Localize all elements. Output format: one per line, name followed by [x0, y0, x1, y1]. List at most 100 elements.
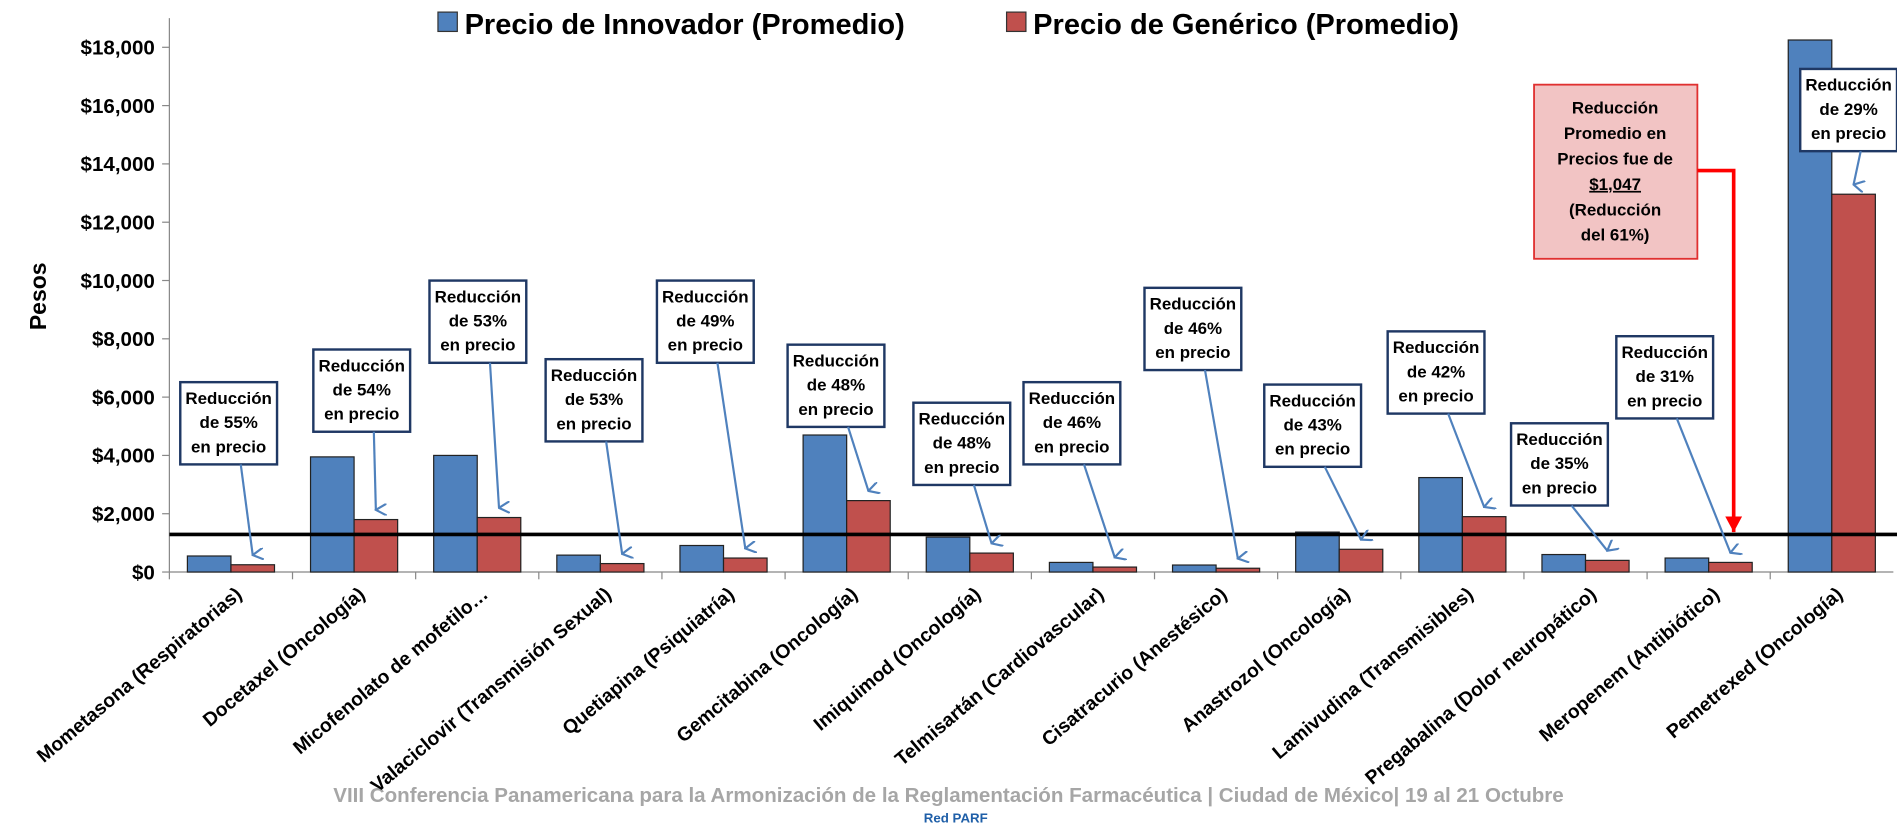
bar — [556, 554, 601, 573]
annotation-text: Reducción — [551, 366, 638, 385]
legend-swatch — [437, 11, 458, 33]
bar — [1831, 193, 1876, 573]
bar — [1461, 516, 1507, 573]
bar — [969, 552, 1014, 573]
annotation-text: en precio — [924, 458, 999, 477]
y-tick-label: $18,000 — [81, 37, 155, 60]
summary-text: Reducción — [1572, 99, 1659, 118]
annotation-text: Reducción — [1393, 338, 1480, 357]
x-tick-label: Lamivudina (Transmisibles) — [1268, 583, 1477, 764]
bar — [1295, 531, 1340, 573]
annotation-box — [312, 348, 412, 433]
bar — [186, 555, 232, 573]
y-axis-label: Pesos — [25, 262, 51, 330]
annotation-text: Reducción — [1029, 389, 1116, 408]
annotation-box — [544, 357, 644, 443]
annotation-text: en precio — [798, 400, 873, 419]
footer-logo: Red PARF — [924, 810, 988, 825]
annotation-text: en precio — [1155, 343, 1230, 362]
footer: VIII Conferencia Panamericana para la Ar… — [333, 784, 1564, 807]
bar — [1338, 548, 1384, 573]
bar — [1418, 476, 1463, 573]
annotation-arrow — [605, 441, 622, 553]
annotation-text: Reducción — [1805, 76, 1892, 95]
bar — [353, 518, 399, 573]
annotation-arrow — [1854, 150, 1861, 184]
legend-swatch — [1005, 11, 1027, 33]
annotation-text: en precio — [1627, 391, 1702, 410]
bar — [433, 454, 478, 573]
annotation-text: de 29% — [1819, 100, 1877, 119]
annotation-text: de 49% — [676, 312, 734, 331]
y-tick-label: $6,000 — [92, 386, 155, 409]
bar — [1048, 561, 1094, 573]
annotation-box — [428, 279, 528, 365]
annotation-arrow — [847, 426, 868, 491]
annotation-arrow — [1570, 504, 1608, 551]
annotation-box — [1143, 286, 1243, 372]
bar — [1584, 559, 1630, 573]
bar — [722, 557, 768, 573]
annotation-text: en precio — [1275, 440, 1350, 459]
annotation-text: de 46% — [1043, 413, 1101, 432]
bar — [476, 516, 522, 573]
annotation-text: Reducción — [1516, 430, 1603, 449]
x-tick-label: Micofenolato de mofetilo… — [289, 583, 493, 759]
annotation-arrow — [239, 464, 253, 555]
summary-arrow — [1697, 168, 1743, 533]
summary-text: (Reducción — [1569, 200, 1661, 219]
annotation-text: en precio — [1522, 478, 1597, 497]
annotation-arrow — [1082, 464, 1115, 557]
annotation-box — [1509, 422, 1610, 507]
annotation-arrow — [972, 484, 992, 543]
annotation-arrow — [372, 431, 376, 510]
x-tick-label: Telmisartán (Cardiovascular) — [891, 583, 1108, 770]
annotation-text: en precio — [668, 336, 743, 355]
annotation-box — [1386, 330, 1486, 415]
y-tick-label: $16,000 — [81, 95, 155, 118]
annotation-text: de 48% — [807, 376, 865, 395]
y-tick-label: $0 — [132, 561, 155, 584]
bar — [846, 500, 891, 573]
summary-text: $1,047 — [1589, 175, 1641, 194]
annotation-box — [912, 401, 1012, 487]
annotation-arrow — [1203, 369, 1238, 559]
bar — [1664, 557, 1710, 573]
bar — [1171, 564, 1217, 573]
bar — [309, 456, 355, 573]
annotation-text: de 53% — [449, 312, 507, 331]
legend-label: Precio de Innovador (Promedio) — [465, 9, 905, 41]
annotation-arrow — [488, 362, 499, 508]
annotation-box — [1799, 67, 1897, 153]
annotation-text: en precio — [324, 405, 399, 424]
annotation-box — [786, 343, 886, 429]
x-tick-label: Valaciclovir (Transmisión Sexual) — [367, 583, 616, 797]
annotation-text: Reducción — [919, 409, 1006, 428]
annotation-text: de 35% — [1530, 454, 1588, 473]
annotation-box — [179, 380, 279, 466]
summary-text: del 61%) — [1581, 226, 1650, 245]
bar — [925, 536, 971, 573]
annotation-text: Reducción — [435, 287, 522, 306]
bar — [802, 434, 848, 573]
annotation-text: en precio — [556, 414, 631, 433]
bar — [1215, 567, 1261, 573]
annotation-text: Reducción — [662, 287, 749, 306]
summary-box — [1533, 83, 1699, 260]
x-tick-label: Pregabalina (Dolor neuropático) — [1361, 583, 1601, 789]
y-tick-label: $12,000 — [81, 211, 155, 234]
annotation-box — [1263, 383, 1363, 469]
y-tick-label: $14,000 — [81, 153, 155, 176]
annotation-text: en precio — [440, 336, 515, 355]
annotation-text: de 43% — [1283, 416, 1341, 435]
annotation-text: Reducción — [1269, 391, 1356, 410]
bar — [679, 544, 725, 573]
summary-text: Promedio en — [1564, 124, 1667, 143]
annotation-text: en precio — [1811, 124, 1886, 143]
x-tick-label: Mometasona (Respiratorias) — [33, 583, 246, 767]
annotation-arrow — [1675, 418, 1731, 552]
annotation-text: en precio — [1034, 437, 1109, 456]
annotation-text: de 46% — [1164, 319, 1222, 338]
